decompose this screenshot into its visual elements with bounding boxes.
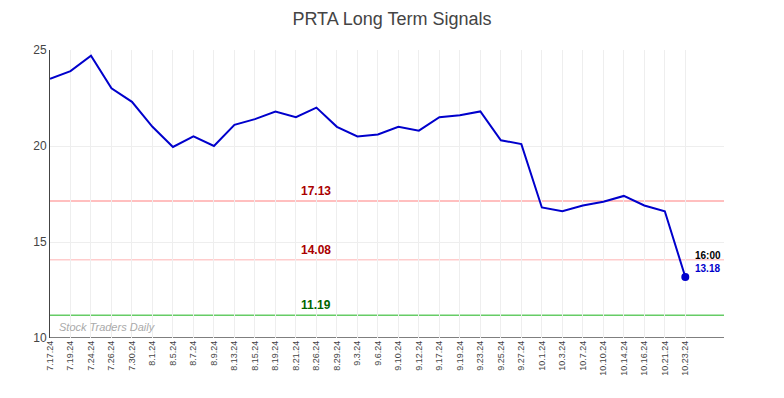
svg-text:Stock Traders Daily: Stock Traders Daily bbox=[59, 321, 156, 333]
svg-text:20: 20 bbox=[33, 139, 47, 153]
svg-text:8.21.24: 8.21.24 bbox=[291, 341, 301, 371]
svg-text:8.15.24: 8.15.24 bbox=[250, 341, 260, 371]
svg-text:10.23.24: 10.23.24 bbox=[680, 341, 690, 376]
svg-text:9.25.24: 9.25.24 bbox=[496, 341, 506, 371]
svg-text:9.27.24: 9.27.24 bbox=[516, 341, 526, 371]
svg-text:7.30.24: 7.30.24 bbox=[127, 341, 137, 371]
svg-text:7.17.24: 7.17.24 bbox=[45, 341, 55, 371]
svg-text:9.6.24: 9.6.24 bbox=[373, 341, 383, 366]
svg-text:8.1.24: 8.1.24 bbox=[147, 341, 157, 366]
svg-text:8.26.24: 8.26.24 bbox=[311, 341, 321, 371]
svg-text:17.13: 17.13 bbox=[301, 184, 331, 198]
svg-text:PRTA Long Term Signals: PRTA Long Term Signals bbox=[292, 9, 491, 29]
svg-text:8.13.24: 8.13.24 bbox=[229, 341, 239, 371]
svg-text:16:00: 16:00 bbox=[695, 250, 721, 261]
svg-text:10.3.24: 10.3.24 bbox=[557, 341, 567, 371]
svg-text:9.19.24: 9.19.24 bbox=[455, 341, 465, 371]
svg-text:9.3.24: 9.3.24 bbox=[352, 341, 362, 366]
svg-text:10.7.24: 10.7.24 bbox=[578, 341, 588, 371]
svg-text:10.21.24: 10.21.24 bbox=[660, 341, 670, 376]
svg-text:15: 15 bbox=[33, 235, 47, 249]
svg-text:9.10.24: 9.10.24 bbox=[393, 341, 403, 371]
svg-text:10.16.24: 10.16.24 bbox=[639, 341, 649, 376]
svg-text:7.24.24: 7.24.24 bbox=[86, 341, 96, 371]
svg-text:8.29.24: 8.29.24 bbox=[332, 341, 342, 371]
svg-text:13.18: 13.18 bbox=[695, 263, 720, 274]
svg-text:9.17.24: 9.17.24 bbox=[434, 341, 444, 371]
svg-text:8.19.24: 8.19.24 bbox=[270, 341, 280, 371]
svg-text:25: 25 bbox=[33, 43, 47, 57]
svg-text:9.12.24: 9.12.24 bbox=[414, 341, 424, 371]
svg-text:7.26.24: 7.26.24 bbox=[106, 341, 116, 371]
svg-text:11.19: 11.19 bbox=[301, 298, 331, 312]
svg-text:8.7.24: 8.7.24 bbox=[188, 341, 198, 366]
svg-text:7.19.24: 7.19.24 bbox=[65, 341, 75, 371]
svg-text:10: 10 bbox=[33, 331, 47, 345]
svg-text:8.9.24: 8.9.24 bbox=[209, 341, 219, 366]
svg-text:8.5.24: 8.5.24 bbox=[168, 341, 178, 366]
svg-text:14.08: 14.08 bbox=[301, 243, 331, 257]
svg-text:10.1.24: 10.1.24 bbox=[537, 341, 547, 371]
svg-text:9.23.24: 9.23.24 bbox=[475, 341, 485, 371]
svg-text:10.14.24: 10.14.24 bbox=[619, 341, 629, 376]
svg-text:10.10.24: 10.10.24 bbox=[598, 341, 608, 376]
